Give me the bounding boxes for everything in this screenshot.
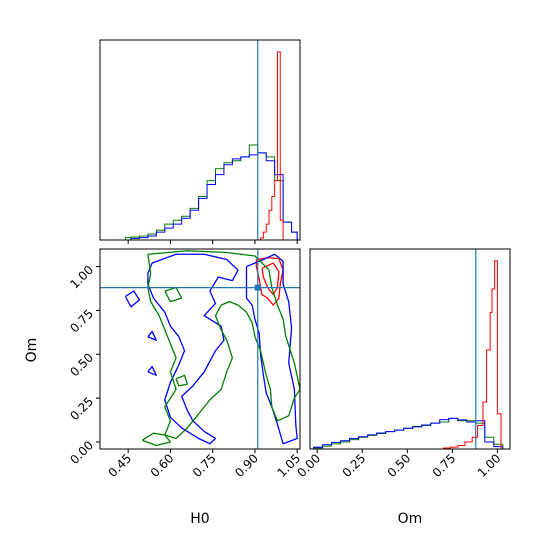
om-histogram-series-2 (442, 260, 502, 449)
h0-x-tick-label: 0.75 (190, 451, 219, 480)
x-axis-label-om: Om (398, 511, 423, 527)
om-y-tick-label: 0.25 (67, 394, 96, 423)
om-x-tick-label: 0.25 (340, 451, 369, 480)
om-marginal-panel: 0.00 0.25 0.50 0.75 1.00 (295, 248, 511, 480)
h0-histogram-series-1 (130, 152, 298, 240)
om-histogram-series-0 (313, 417, 504, 449)
om-histogram-series-1 (313, 417, 504, 449)
h0-histogram-series-2 (260, 51, 284, 240)
contour-4 (124, 290, 141, 308)
contour-10 (141, 432, 172, 447)
h0-histogram-series-0 (124, 144, 298, 240)
contour-5 (147, 330, 157, 341)
om-x-tick-label: 1.00 (475, 451, 504, 480)
om-y-tick-label: 0.50 (67, 350, 96, 379)
contour-7 (147, 250, 300, 440)
om-x-tick-label: 0.50 (385, 451, 414, 480)
om-x-tick-label: 0.75 (430, 451, 459, 480)
x-axis-label-h0: H0 (190, 511, 209, 527)
h0-x-tick-label: 0.45 (105, 451, 134, 480)
om-y-tick-label: 1.00 (67, 263, 96, 292)
truth-marker (254, 284, 261, 291)
h0-marginal-panel (99, 39, 301, 244)
contour-8 (164, 286, 183, 303)
h0-x-tick-label: 0.90 (232, 451, 261, 480)
contour-2 (245, 253, 298, 445)
contour-1 (261, 262, 280, 296)
om-y-tick-label: 0.00 (67, 438, 96, 467)
h0-marginal-frame (99, 39, 301, 241)
y-axis-label-om: Om (24, 338, 40, 363)
om-y-tick-label: 0.75 (67, 307, 96, 336)
contour-9 (175, 374, 188, 387)
om-marginal-frame (309, 248, 511, 450)
h0-om-joint-panel: 0.45 0.60 0.75 0.90 1.050.000.250.500.751.00 (67, 248, 303, 480)
om-x-tick-label: 0.00 (295, 451, 324, 480)
contour-3 (147, 253, 239, 445)
h0-x-tick-label: 0.60 (148, 451, 177, 480)
joint-frame (99, 248, 301, 450)
contour-6 (147, 365, 157, 376)
